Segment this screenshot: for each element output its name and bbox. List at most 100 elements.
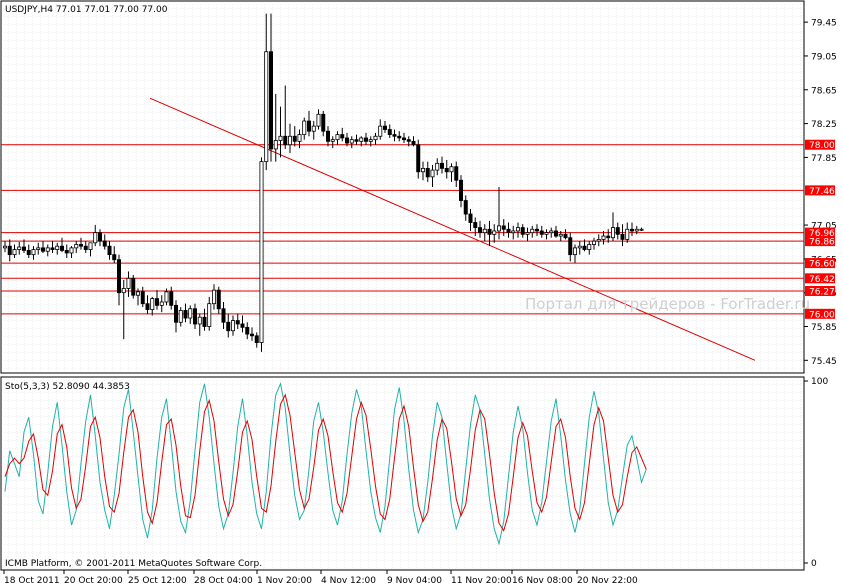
candle-body	[273, 140, 278, 150]
candle	[159, 295, 164, 313]
candle-body	[492, 230, 497, 235]
candle	[363, 132, 368, 145]
candle	[211, 284, 216, 310]
indicator-axis: 100 0	[804, 377, 828, 569]
candle-body	[3, 245, 8, 249]
candle-body	[378, 125, 383, 137]
candle	[112, 246, 117, 264]
price-tick-label: 77.85	[811, 154, 837, 164]
candle-body	[226, 321, 231, 332]
candle-body	[192, 308, 197, 325]
candle-body	[482, 228, 487, 234]
candle	[458, 175, 463, 208]
candle	[173, 300, 178, 333]
candle-body	[202, 316, 207, 327]
candle	[477, 220, 482, 238]
candle-body	[7, 245, 12, 256]
candle	[544, 229, 549, 240]
candle	[573, 244, 578, 264]
candle	[535, 224, 540, 237]
candle-body	[520, 227, 525, 235]
candle	[501, 219, 506, 237]
candle	[188, 305, 193, 324]
candle-body	[558, 233, 563, 237]
level-label: 77.46	[809, 187, 835, 197]
candle	[216, 286, 221, 314]
candle-body	[240, 323, 245, 328]
candle	[592, 237, 597, 250]
candle-body	[330, 139, 335, 142]
candle	[520, 224, 525, 238]
candle-body	[606, 235, 611, 239]
candle-body	[249, 333, 254, 337]
candle-body	[435, 162, 440, 171]
candle	[554, 225, 559, 238]
time-tick-label: 11 Nov 20:00	[451, 576, 512, 586]
candle	[287, 123, 292, 154]
candle-body	[416, 144, 421, 173]
candle-body	[154, 298, 159, 306]
candle	[88, 242, 93, 257]
copyright-text: ICMB Platform, © 2001-2011 MetaQuotes So…	[5, 559, 262, 569]
level-label: 76.42	[809, 275, 835, 285]
candle	[259, 157, 264, 352]
candle-body	[283, 135, 288, 146]
candle	[202, 308, 207, 331]
candle-body	[525, 232, 530, 235]
candle	[197, 313, 202, 336]
indicator-grid	[2, 378, 803, 569]
candle-body	[363, 137, 368, 142]
candle	[221, 301, 226, 330]
candle-body	[292, 135, 297, 142]
candle	[468, 208, 473, 231]
candle	[620, 224, 625, 247]
candle	[17, 241, 22, 255]
candle	[582, 239, 587, 252]
candle-body	[306, 120, 311, 132]
candle-body	[359, 137, 364, 142]
candle	[382, 121, 387, 133]
candle-body	[245, 326, 250, 335]
candle	[596, 234, 601, 247]
candle-body	[615, 227, 620, 235]
candle	[525, 227, 530, 242]
candle-body	[397, 135, 402, 139]
candle	[245, 322, 250, 340]
candle	[145, 295, 150, 314]
candle-body	[340, 134, 345, 139]
candle-body	[21, 246, 26, 251]
candle-body	[55, 245, 60, 250]
candle	[283, 85, 288, 149]
candle	[264, 13, 269, 171]
candle-body	[420, 167, 425, 173]
candle-body	[506, 228, 511, 234]
candle-body	[311, 125, 316, 132]
candle	[425, 161, 430, 182]
candle	[126, 271, 131, 297]
candle-body	[112, 254, 117, 261]
candle-body	[611, 227, 616, 239]
candle	[131, 274, 136, 299]
candle-body	[230, 320, 235, 332]
level-label: 76.60	[809, 260, 835, 270]
stochastic-main-line	[4, 382, 647, 546]
candle	[392, 129, 397, 142]
price-grid	[2, 2, 803, 372]
candle	[368, 136, 373, 147]
candle	[340, 127, 345, 142]
candle	[530, 225, 535, 238]
level-label: 76.00	[809, 310, 835, 320]
candle	[60, 237, 65, 253]
candle-body	[178, 310, 183, 323]
level-label-bg	[805, 227, 835, 238]
candle	[482, 224, 487, 242]
candle	[240, 315, 245, 333]
candle	[563, 229, 568, 240]
candle	[330, 136, 335, 149]
candle-body	[278, 135, 283, 141]
candle	[178, 307, 183, 327]
candle	[378, 119, 383, 140]
candle	[79, 237, 84, 250]
candle	[506, 222, 511, 238]
candle-body	[36, 247, 41, 250]
